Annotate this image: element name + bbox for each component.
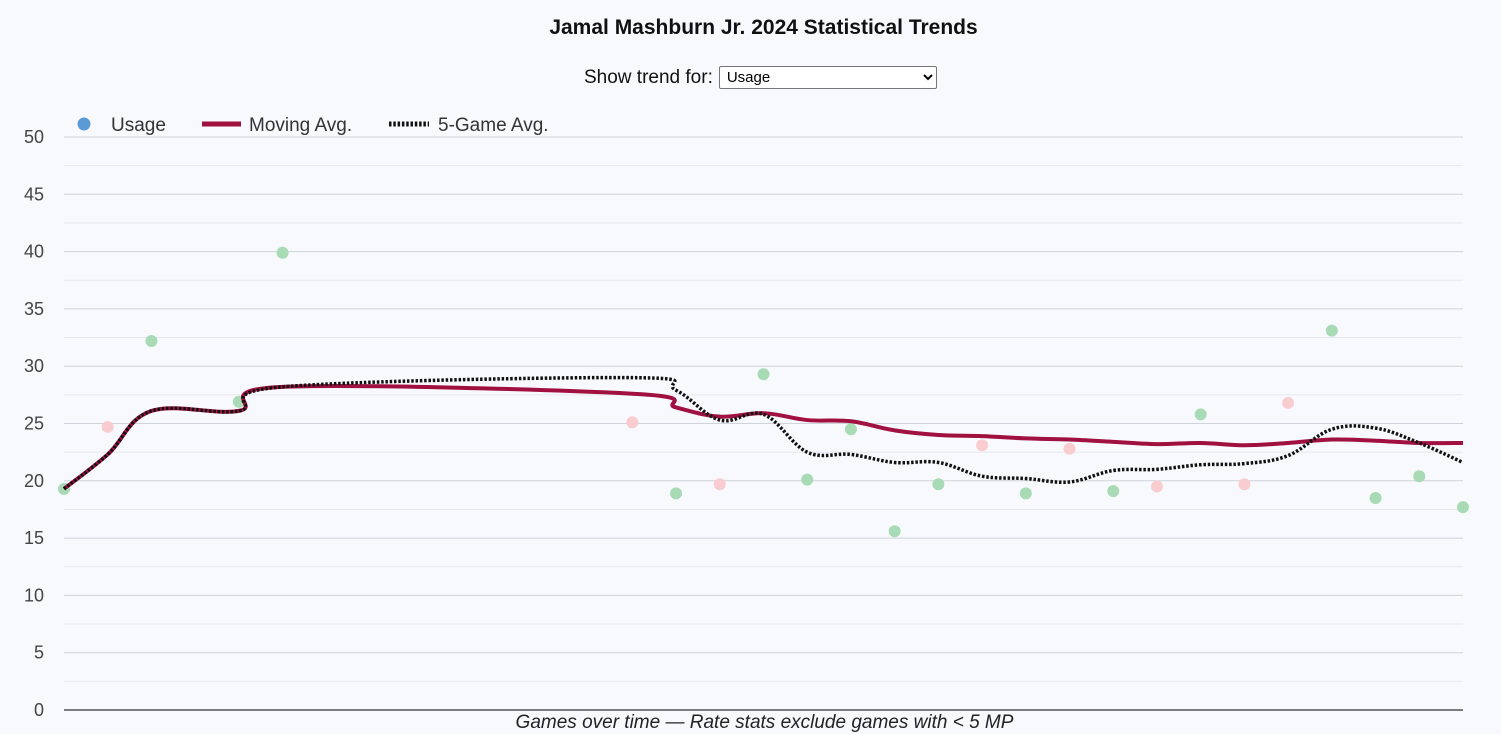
y-tick-label: 45 bbox=[24, 184, 44, 204]
data-point bbox=[1413, 470, 1426, 483]
data-point bbox=[1150, 480, 1163, 493]
data-point bbox=[1369, 491, 1382, 504]
data-point bbox=[844, 423, 857, 436]
legend-moving-label[interactable]: Moving Avg. bbox=[249, 115, 352, 136]
data-point bbox=[1019, 487, 1032, 500]
moving-avg-line bbox=[62, 384, 1464, 491]
y-tick-label: 10 bbox=[24, 585, 44, 605]
y-tick-label: 30 bbox=[24, 356, 44, 376]
data-point bbox=[1282, 396, 1295, 409]
data-point bbox=[932, 478, 945, 491]
trend-select[interactable]: Usage bbox=[718, 66, 937, 89]
data-point bbox=[888, 525, 901, 538]
data-point bbox=[145, 334, 158, 347]
y-tick-label: 15 bbox=[24, 528, 44, 548]
y-tick-label: 25 bbox=[24, 414, 44, 434]
trend-control: Show trend for: Usage bbox=[584, 66, 937, 89]
legend-usage-marker[interactable] bbox=[77, 117, 91, 131]
y-tick-label: 40 bbox=[24, 242, 44, 262]
legend-usage-label[interactable]: Usage bbox=[111, 115, 166, 136]
data-point bbox=[1457, 501, 1469, 514]
y-tick-label: 35 bbox=[24, 299, 44, 319]
y-tick-label: 5 bbox=[34, 643, 44, 663]
chart-title: Jamal Mashburn Jr. 2024 Statistical Tren… bbox=[549, 16, 978, 39]
y-tick-label: 20 bbox=[24, 471, 44, 491]
data-point bbox=[1063, 442, 1076, 455]
data-point bbox=[801, 473, 814, 486]
data-point bbox=[1107, 485, 1120, 498]
data-point bbox=[713, 478, 726, 491]
five-game-avg-line bbox=[62, 375, 1464, 491]
legend-five-game-label[interactable]: 5-Game Avg. bbox=[438, 115, 549, 136]
trend-label: Show trend for: bbox=[584, 66, 713, 88]
data-point bbox=[1325, 324, 1338, 337]
data-point bbox=[976, 439, 989, 452]
y-tick-label: 50 bbox=[24, 127, 44, 147]
grid-lines bbox=[64, 136, 1463, 682]
x-axis-label: Games over time — Rate stats exclude gam… bbox=[515, 712, 1014, 733]
legend: Usage Moving Avg. 5-Game Avg. bbox=[77, 115, 549, 136]
y-axis-ticks: 0 5 10 15 20 25 30 35 40 45 50 bbox=[24, 127, 44, 720]
data-point bbox=[626, 416, 639, 429]
data-point bbox=[757, 368, 770, 381]
data-point bbox=[1194, 408, 1207, 421]
data-point bbox=[1238, 478, 1251, 491]
y-tick-label: 0 bbox=[34, 700, 44, 720]
data-point bbox=[670, 487, 683, 500]
usage-points bbox=[58, 246, 1469, 538]
data-point bbox=[101, 420, 114, 433]
data-point bbox=[276, 246, 289, 259]
